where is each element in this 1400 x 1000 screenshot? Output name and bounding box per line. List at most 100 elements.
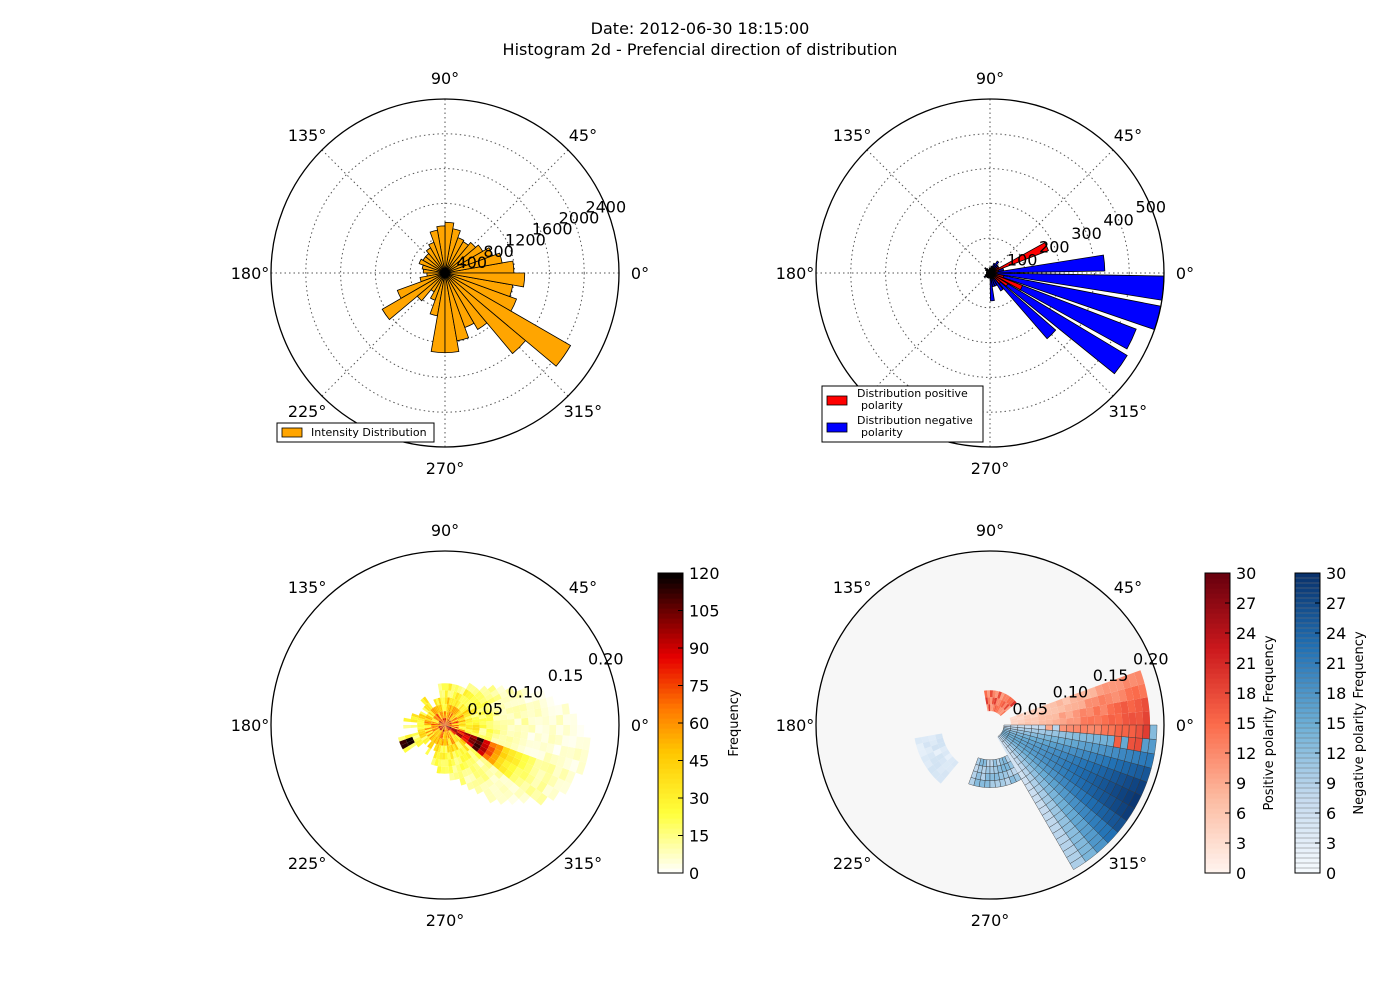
radial-tick-label: 0.20 bbox=[588, 649, 624, 668]
heatmap-cell bbox=[514, 718, 522, 725]
heatmap-cell bbox=[442, 725, 445, 732]
heatmap-cell bbox=[1065, 731, 1074, 740]
legend-box bbox=[276, 422, 435, 443]
legend: Distribution positivepolarityDistributio… bbox=[821, 385, 984, 443]
heatmap-cell bbox=[440, 766, 445, 774]
heatmap-cell bbox=[536, 689, 546, 700]
heatmap-cell bbox=[449, 772, 455, 781]
heatmap-cell bbox=[441, 752, 445, 760]
angle-tick-label: 270° bbox=[426, 911, 465, 930]
heatmap-cell bbox=[1121, 712, 1130, 725]
colorbar-segment bbox=[658, 633, 683, 639]
colorbar-segment bbox=[1205, 718, 1230, 724]
heatmap-cell bbox=[438, 725, 445, 727]
colorbar-segment bbox=[658, 598, 683, 604]
heatmap-cell bbox=[1037, 729, 1046, 735]
heatmap-cell bbox=[462, 688, 469, 697]
heatmap-cell bbox=[453, 699, 459, 707]
heatmap-cell bbox=[450, 717, 458, 722]
angle-tick-label: 135° bbox=[288, 126, 327, 145]
heatmap-cell bbox=[503, 788, 514, 800]
colorbar-segment bbox=[1295, 738, 1320, 744]
colorbar-segment bbox=[658, 663, 683, 669]
heatmap-cell bbox=[437, 697, 442, 705]
colorbar-segment bbox=[1295, 653, 1320, 659]
heatmap-cell bbox=[447, 712, 452, 719]
heatmap-cell bbox=[438, 723, 445, 725]
heatmap-cell bbox=[1120, 700, 1129, 714]
heatmap-cell bbox=[439, 738, 443, 746]
heatmap-cell bbox=[520, 731, 529, 740]
heatmap-cell bbox=[530, 748, 540, 759]
heatmap-cell bbox=[1045, 719, 1053, 725]
heatmap-cell bbox=[414, 738, 423, 745]
colorbar-segment bbox=[658, 593, 683, 599]
heatmap-cell bbox=[438, 725, 445, 727]
heatmap-cell bbox=[482, 704, 491, 711]
heatmap-cell bbox=[422, 696, 430, 704]
positive-polarity-bar bbox=[989, 272, 998, 275]
heatmap-cell bbox=[499, 714, 508, 721]
colorbar-segment bbox=[1295, 723, 1320, 729]
heatmap-cell bbox=[1023, 714, 1032, 719]
intensity-bar bbox=[421, 264, 446, 274]
figure-title-line1: Date: 2012-06-30 18:15:00 bbox=[591, 19, 810, 38]
heatmap-cell bbox=[464, 730, 472, 735]
heatmap-cell bbox=[495, 698, 504, 706]
heatmap-cell bbox=[407, 739, 415, 746]
heatmap-cell bbox=[997, 691, 1002, 699]
heatmap-cell bbox=[514, 776, 525, 788]
heatmap-cell bbox=[497, 703, 506, 711]
colorbar-segment bbox=[1295, 818, 1320, 824]
colorbar-segment bbox=[1205, 818, 1230, 824]
heatmap-cell bbox=[448, 683, 453, 691]
heatmap-cell bbox=[535, 769, 546, 781]
colorbar-tick-label: 0 bbox=[689, 864, 699, 883]
heatmap-cell bbox=[555, 714, 564, 725]
heatmap-cell bbox=[944, 752, 953, 761]
heatmap-cell bbox=[465, 726, 473, 730]
colorbar-tick-label: 6 bbox=[1326, 804, 1336, 823]
heatmap-cell bbox=[996, 736, 1002, 744]
heatmap-cell bbox=[494, 769, 504, 780]
heatmap-cell bbox=[555, 725, 564, 736]
heatmap-cell bbox=[456, 749, 463, 757]
heatmap-cell bbox=[492, 729, 501, 735]
heatmap-cell bbox=[540, 733, 549, 744]
colorbar-segment bbox=[1295, 628, 1320, 634]
colorbar-segment bbox=[1205, 608, 1230, 614]
heatmap-cell bbox=[517, 760, 527, 771]
heatmap-cell bbox=[1113, 702, 1122, 715]
heatmap-cell bbox=[931, 744, 940, 752]
positive-polarity-bar bbox=[989, 272, 1005, 279]
heatmap-cell bbox=[476, 759, 485, 768]
intensity-bar bbox=[381, 272, 446, 321]
heatmap-cell bbox=[437, 712, 442, 720]
heatmap-cell bbox=[445, 723, 452, 725]
heatmap-cell bbox=[445, 683, 449, 691]
heatmap-cell bbox=[432, 727, 439, 732]
heatmap-cell bbox=[463, 733, 471, 739]
radial-tick-label: 400 bbox=[1103, 211, 1134, 230]
heatmap-cell bbox=[1127, 699, 1136, 713]
heatmap-cell bbox=[486, 728, 494, 734]
heatmap-cell bbox=[1078, 732, 1088, 743]
heatmap-cell bbox=[419, 711, 427, 717]
intensity-bar bbox=[444, 272, 526, 288]
heatmap-cell bbox=[476, 767, 486, 777]
heatmap-cell bbox=[935, 733, 943, 740]
colorbar-segment bbox=[1205, 638, 1230, 644]
heatmap-cell bbox=[433, 728, 440, 734]
heatmap-cell bbox=[424, 719, 432, 723]
heatmap-cell bbox=[986, 704, 989, 712]
colorbar-segment bbox=[658, 843, 683, 849]
heatmap-cell bbox=[464, 715, 472, 720]
radial-tick-label: 500 bbox=[1136, 197, 1167, 216]
heatmap-cell bbox=[457, 730, 464, 736]
heatmap-cell bbox=[1117, 688, 1128, 703]
heatmap-cell bbox=[1081, 689, 1091, 700]
heatmap-cell bbox=[411, 713, 419, 718]
colorbar-tick-label: 18 bbox=[1236, 684, 1256, 703]
colorbar-segment bbox=[1205, 683, 1230, 689]
heatmap-cell bbox=[424, 721, 432, 724]
